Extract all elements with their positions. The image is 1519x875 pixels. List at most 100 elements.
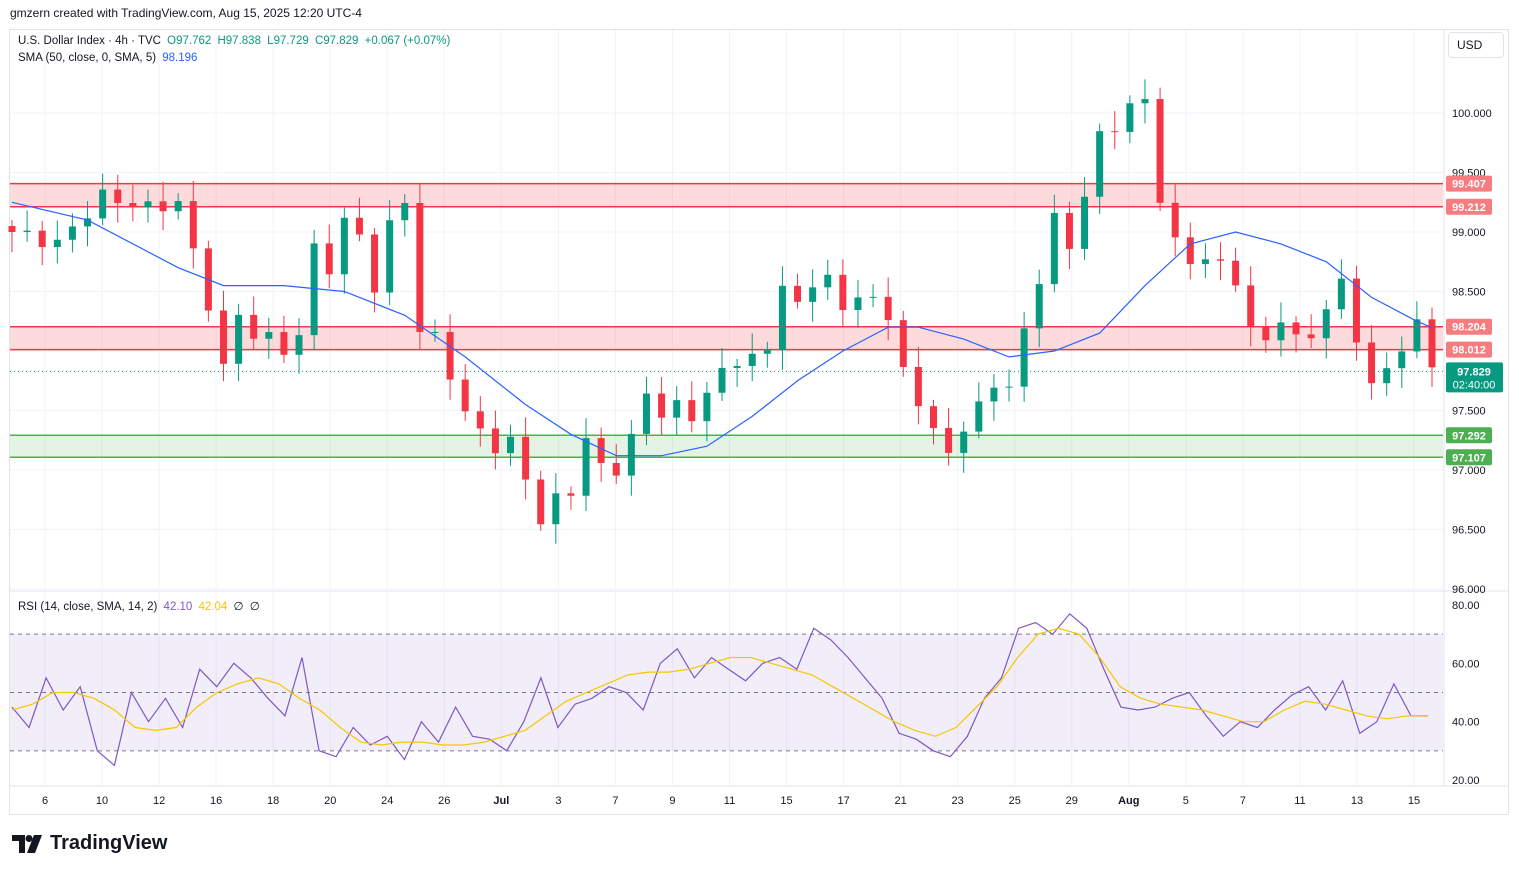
zone-resistance-high <box>10 183 1443 207</box>
candle-body <box>144 201 152 208</box>
candle-body <box>733 365 741 368</box>
time-tick-label: 24 <box>381 795 393 807</box>
candle-body <box>8 226 16 232</box>
price-tick-label: 97.000 <box>1452 465 1486 477</box>
candle-body <box>1337 278 1345 310</box>
time-tick-label: 11 <box>724 795 735 807</box>
candle-body <box>899 320 907 367</box>
candle-body <box>1352 278 1360 343</box>
candle-body <box>174 201 182 212</box>
candle-body <box>476 411 484 429</box>
tradingview-logo-icon <box>12 834 42 853</box>
candle-body <box>763 350 771 354</box>
candle-body <box>703 392 711 422</box>
candle-body <box>386 220 394 293</box>
sma-line <box>11 201 1433 457</box>
candle-body <box>219 310 227 364</box>
last-price-badge <box>1446 362 1503 393</box>
candle-body <box>491 428 499 454</box>
candle-body <box>1201 259 1209 265</box>
time-tick-label: 10 <box>96 795 108 807</box>
candle-body <box>824 274 832 288</box>
time-tick-label: 20 <box>324 795 336 807</box>
zone-price-badge <box>1446 198 1492 215</box>
candle-body <box>1368 342 1376 384</box>
candle-body <box>1065 212 1073 249</box>
time-tick-label: 29 <box>1066 795 1078 807</box>
legend-open: O97.762 <box>167 35 212 47</box>
rsi-legend: RSI (14, close, SMA, 14, 2) 42.10 42.04 … <box>18 599 263 613</box>
candle-body <box>280 332 288 355</box>
candle-body <box>658 393 666 418</box>
candle-body <box>1156 99 1164 203</box>
time-tick-label: 6 <box>42 795 48 807</box>
candle-body <box>642 393 650 434</box>
candle-body <box>1413 319 1421 352</box>
candle-body <box>325 243 333 275</box>
candle-body <box>84 218 92 227</box>
price-tick-label: 98.500 <box>1452 287 1486 299</box>
candle-body <box>355 217 363 235</box>
time-tick-label: 7 <box>612 795 618 807</box>
zone-price-label: 99.407 <box>1452 179 1486 191</box>
candle-body <box>869 296 877 298</box>
time-tick-label: 17 <box>837 795 849 807</box>
candle-body <box>310 243 318 336</box>
candle-body <box>688 400 696 422</box>
candle-body <box>673 400 681 418</box>
rsi-tick-label: 60.00 <box>1452 658 1480 670</box>
time-tick-label: 9 <box>669 795 675 807</box>
time-tick-label: 15 <box>1408 795 1420 807</box>
time-tick-label: 13 <box>1351 795 1363 807</box>
zone-price-badge <box>1446 427 1492 444</box>
zone-support <box>10 435 1443 458</box>
zone-price-badge <box>1446 341 1492 358</box>
candle-body <box>1141 99 1149 104</box>
legend-close: C97.829 <box>314 35 359 47</box>
candle-body <box>1005 386 1013 388</box>
currency-selector[interactable]: USD <box>1448 32 1504 58</box>
zone-price-label: 98.012 <box>1452 345 1486 357</box>
tradingview-logo: TradingView <box>12 832 167 855</box>
time-tick-label: 21 <box>895 795 907 807</box>
candle-body <box>612 462 620 476</box>
time-tick-label: 15 <box>780 795 792 807</box>
rsi-tick-label: 80.00 <box>1452 600 1480 612</box>
candle-body <box>189 201 197 249</box>
time-tick-label: 12 <box>153 795 165 807</box>
candle-body <box>809 287 817 302</box>
candle-body <box>250 314 258 339</box>
candle-body <box>1277 322 1285 341</box>
candle-body <box>627 433 635 476</box>
candle-body <box>884 296 892 321</box>
candle-body <box>1186 237 1194 265</box>
time-tick-label: 16 <box>210 795 222 807</box>
candle-body <box>567 493 575 496</box>
zone-price-label: 98.204 <box>1452 322 1487 334</box>
rsi-legend-sma-value: 42.04 <box>198 601 228 613</box>
candle-body <box>1247 285 1255 327</box>
candle-body <box>794 285 802 302</box>
price-tick-label: 100.000 <box>1452 108 1492 120</box>
candle-body <box>129 202 137 208</box>
last-price-label: 97.829 <box>1457 366 1491 378</box>
rsi-sma-line <box>11 627 1429 746</box>
zone-price-badge <box>1446 175 1492 192</box>
candle-body <box>522 436 530 480</box>
candle-body <box>295 335 303 355</box>
rsi-tick-label: 40.00 <box>1452 717 1480 729</box>
candle-body <box>446 331 454 380</box>
candle-body <box>1398 351 1406 369</box>
sma-legend-value: 98.196 <box>162 52 198 64</box>
candle-body <box>114 189 122 203</box>
rsi-legend-label: RSI (14, close, SMA, 14, 2) <box>18 601 158 613</box>
candle-body <box>401 203 409 221</box>
candle-body <box>265 332 273 339</box>
candle-body <box>1322 309 1330 339</box>
price-tick-label: 99.000 <box>1452 227 1486 239</box>
rsi-legend-value: 42.10 <box>163 601 193 613</box>
time-tick-label: 25 <box>1009 795 1021 807</box>
candle-body <box>99 189 107 219</box>
candle-body <box>416 203 424 332</box>
